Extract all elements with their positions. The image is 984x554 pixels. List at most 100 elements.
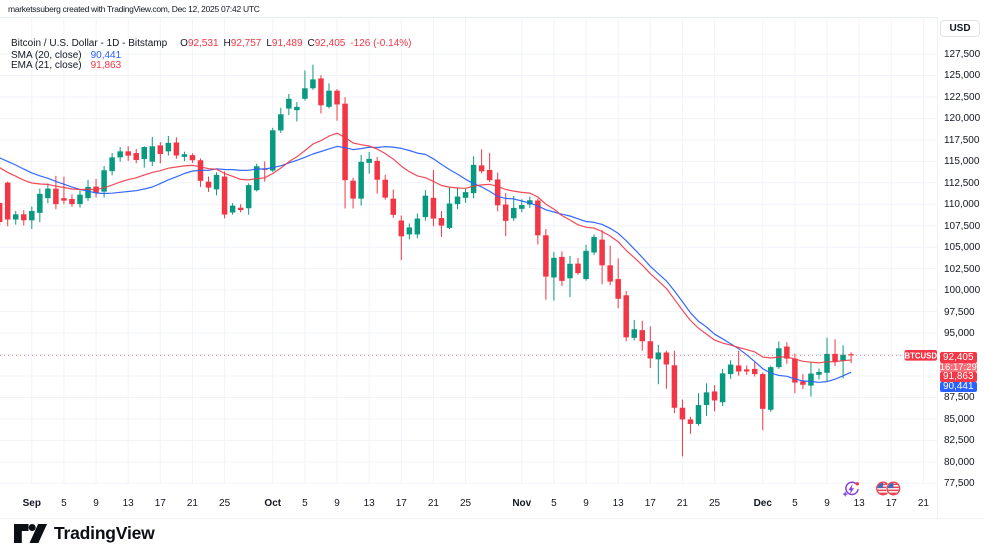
price-tick-label: 107,500 <box>944 220 981 232</box>
candle-body <box>543 235 549 277</box>
candle-body <box>61 198 67 201</box>
candle-body <box>294 106 300 111</box>
axis-bottom-border <box>0 518 984 519</box>
candle-body <box>189 155 196 161</box>
price-tick-label: 117,500 <box>944 134 980 146</box>
candle-body <box>181 154 188 157</box>
candlestick-chart[interactable]: BTCUSD <box>0 17 937 484</box>
price-tick-label: 80,000 <box>944 456 975 468</box>
price-tick-label: 125,000 <box>944 70 981 82</box>
candle-body <box>125 151 131 156</box>
time-tick-label: 13 <box>853 498 865 509</box>
price-tick-label: 112,500 <box>944 177 980 189</box>
candles <box>0 64 854 457</box>
candle-body <box>486 169 493 181</box>
time-tick-label: 17 <box>154 498 166 509</box>
time-tick-label: 9 <box>824 498 830 509</box>
time-tick-label: 17 <box>885 498 897 509</box>
ai-spark-lightning-icon[interactable] <box>842 481 860 498</box>
time-tick-label: 9 <box>93 498 99 509</box>
candle-body <box>800 381 806 385</box>
currency-button[interactable]: USD <box>940 20 980 37</box>
candle-body <box>157 145 164 154</box>
time-tick-label: 21 <box>427 498 439 509</box>
candle-body <box>205 181 212 188</box>
candle-body <box>149 146 156 162</box>
time-tick-label: 21 <box>186 498 198 509</box>
ohlc-value-open: 92,531 <box>187 37 219 49</box>
candle-body <box>647 341 654 359</box>
candle-body <box>848 354 854 356</box>
candle-body <box>607 265 613 282</box>
sma-value-badge: 90,441 <box>940 381 977 392</box>
footer-brand[interactable]: TradingView <box>14 523 155 544</box>
candle-body <box>671 365 678 408</box>
candle-body <box>494 179 501 206</box>
sma-label[interactable]: SMA (20, close) <box>11 49 82 61</box>
time-tick-label: 13 <box>363 498 375 509</box>
sma-value: 90,441 <box>90 49 122 61</box>
ohlc-value-close: 92,405 <box>314 37 346 49</box>
candle-body <box>221 176 228 215</box>
time-tick-label: 5 <box>551 498 557 509</box>
candle-body <box>77 194 83 205</box>
candle-body <box>615 279 621 299</box>
time-tick-label: 5 <box>792 498 798 509</box>
candle-body <box>535 200 541 236</box>
candle-body <box>358 161 364 199</box>
event-markers <box>842 481 901 498</box>
time-tick-label: Dec <box>753 498 772 509</box>
candle-body <box>213 174 220 190</box>
symbol-title[interactable]: Bitcoin / U.S. Dollar - 1D - Bitstamp <box>11 37 168 49</box>
candle-body <box>792 358 798 383</box>
candle-body <box>551 257 557 278</box>
candle-body <box>342 103 348 181</box>
candle-body <box>69 198 75 205</box>
time-tick-label: 17 <box>644 498 656 509</box>
candle-body <box>374 160 380 180</box>
candle-body <box>45 188 51 199</box>
candle-body <box>0 202 3 223</box>
last-price-badge: 92,405 <box>940 351 977 363</box>
candle-body <box>502 204 509 221</box>
candle-body <box>735 365 742 372</box>
price-tick-label: 82,500 <box>944 435 975 447</box>
candle-body <box>631 329 637 338</box>
candle-body <box>237 207 244 211</box>
tradingview-logo-icon <box>14 524 47 543</box>
price-tick-label: 95,000 <box>944 328 975 340</box>
ema-value-badge: 91,863 <box>940 371 977 382</box>
candle-body <box>776 348 782 368</box>
ohlc-key-close: C <box>307 37 315 49</box>
time-tick-label: 25 <box>459 498 472 509</box>
time-tick-label: 25 <box>709 498 721 509</box>
candle-body <box>599 239 605 266</box>
candle-body <box>173 142 180 156</box>
candle-body <box>623 295 629 338</box>
candle-body <box>719 373 726 403</box>
candle-body <box>454 196 461 205</box>
candle-body <box>430 197 437 219</box>
time-axis[interactable]: Sep 5 9 13 17 21 25 Oct 5 9 13 17 21 25 Nov 5 9 13 17 21 25 D… <box>0 484 937 518</box>
ema-label[interactable]: EMA (21, close) <box>11 59 82 71</box>
candle-body <box>133 153 139 160</box>
chart-pane[interactable]: BTCUSD Bitcoin / U.S. Dollar - 1D - Bits… <box>0 17 937 484</box>
candle-body <box>816 371 822 375</box>
candle-body <box>310 79 316 89</box>
candle-body <box>751 368 758 375</box>
candle-body <box>679 407 686 420</box>
price-tick-label: 97,500 <box>944 306 975 318</box>
us-flag-economic-events-icon[interactable] <box>876 481 901 496</box>
time-tick-label: 13 <box>122 498 134 509</box>
candle-body <box>478 165 485 172</box>
ohlc-key-high: H <box>223 37 231 49</box>
ema-line <box>0 132 852 364</box>
candle-body <box>229 205 236 213</box>
candle-body <box>414 218 421 235</box>
candle-body <box>109 157 115 172</box>
creator-caption: marketssuberg created with TradingView.c… <box>8 3 260 14</box>
price-tick-label: 105,000 <box>944 242 981 254</box>
price-axis[interactable]: USD 77,500 80,000 82,500 85,000 87,500 95,000… <box>937 17 984 518</box>
candle-body <box>743 369 750 372</box>
